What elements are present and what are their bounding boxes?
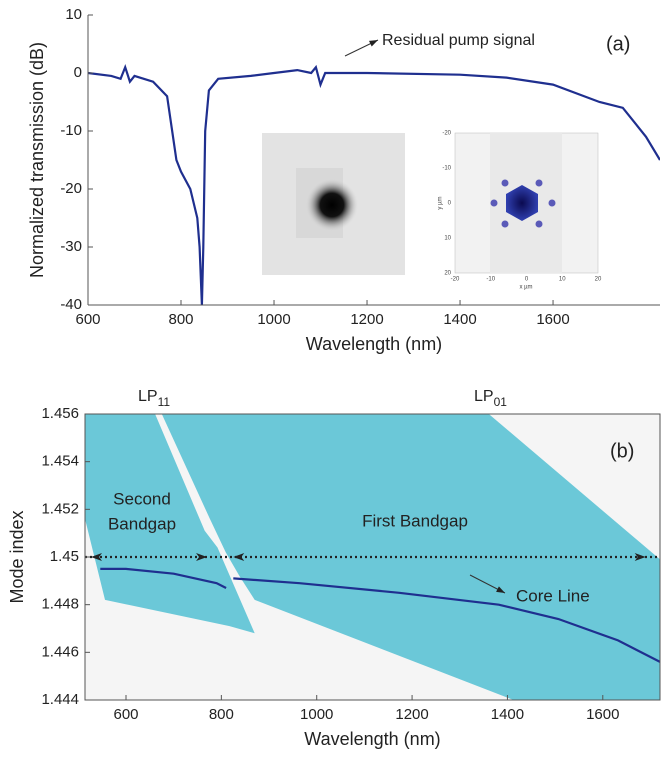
y-tick-label: 1.452 <box>41 500 79 517</box>
y-tick-label: -20 <box>60 180 82 197</box>
mode-label: LP01 <box>474 388 507 409</box>
y-axis-label: Normalized transmission (dB) <box>27 42 47 278</box>
inset-x-tick-label: 0 <box>525 277 529 283</box>
y-axis-label: Mode index <box>7 510 27 603</box>
inset-simulation <box>454 132 599 274</box>
x-tick-label: 1600 <box>536 311 569 328</box>
arrow-head <box>369 40 378 47</box>
x-tick-label: 600 <box>75 311 100 328</box>
mode-label-text: LP <box>138 388 158 405</box>
y-tick-label: 1.456 <box>41 405 79 422</box>
x-tick-label: 800 <box>168 311 193 328</box>
x-tick-label: 1400 <box>443 311 476 328</box>
y-tick-label: 1.45 <box>50 548 79 565</box>
arrow-head <box>196 553 208 561</box>
mode-label-subscript: 11 <box>158 395 171 409</box>
y-tick-label: 0 <box>74 64 82 81</box>
inset-x-tick-label: 10 <box>559 277 566 283</box>
x-tick-label: 1200 <box>395 706 428 723</box>
plot-area <box>88 63 660 305</box>
inset-y-label: y µm <box>438 196 444 209</box>
inset-image <box>262 133 405 275</box>
x-tick-label: 800 <box>209 706 234 723</box>
area-label: First Bandgap <box>362 511 468 530</box>
y-tick-label: 1.454 <box>41 453 79 470</box>
y-tick-label: 1.444 <box>41 691 79 708</box>
y-tick-label: 10 <box>65 6 82 23</box>
series-label: Core Line <box>516 586 590 605</box>
inset-y-tick-label: -20 <box>442 131 451 137</box>
annotation: Residual pump signal <box>382 32 535 49</box>
plot-area <box>85 414 660 700</box>
inset-x-tick-label: 20 <box>595 277 602 283</box>
y-tick-label: -10 <box>60 122 82 139</box>
area-label: Bandgap <box>108 514 176 533</box>
x-tick-label: 1200 <box>350 311 383 328</box>
area-label: Second <box>113 489 171 508</box>
x-tick-label: 1000 <box>300 706 333 723</box>
y-tick-label: 1.446 <box>41 643 79 660</box>
mode-label: LP11 <box>138 388 170 409</box>
inset-y-tick-label: 10 <box>444 236 451 242</box>
panel-label: (b) <box>610 440 634 462</box>
inset-x-label: x µm <box>519 285 532 291</box>
mode-label-subscript: 01 <box>494 395 508 409</box>
inset-x-tick-label: -10 <box>486 277 495 283</box>
panel-label: (a) <box>606 33 630 55</box>
y-tick-label: -40 <box>60 296 82 313</box>
y-tick-label: 1.448 <box>41 596 79 613</box>
y-tick-label: -30 <box>60 238 82 255</box>
x-axis-label: Wavelength (nm) <box>304 729 440 749</box>
inset-y-tick-label: 0 <box>448 201 452 207</box>
x-tick-label: 1600 <box>586 706 619 723</box>
inset-y-tick-label: -10 <box>442 166 451 172</box>
x-tick-label: 1000 <box>257 311 290 328</box>
x-tick-label: 1400 <box>491 706 524 723</box>
bandgap-area <box>85 414 255 634</box>
arrow-head <box>91 553 102 561</box>
data-line <box>100 567 660 663</box>
inset-x-tick-label: -20 <box>451 277 460 283</box>
x-axis-label: Wavelength (nm) <box>306 334 442 354</box>
inset-y-tick-label: 20 <box>444 271 451 277</box>
arrow-head <box>634 553 646 561</box>
arrow-head <box>233 553 245 561</box>
arrow-head <box>496 586 505 593</box>
data-line <box>88 63 660 305</box>
mode-label-text: LP <box>474 388 494 405</box>
x-tick-label: 600 <box>113 706 138 723</box>
